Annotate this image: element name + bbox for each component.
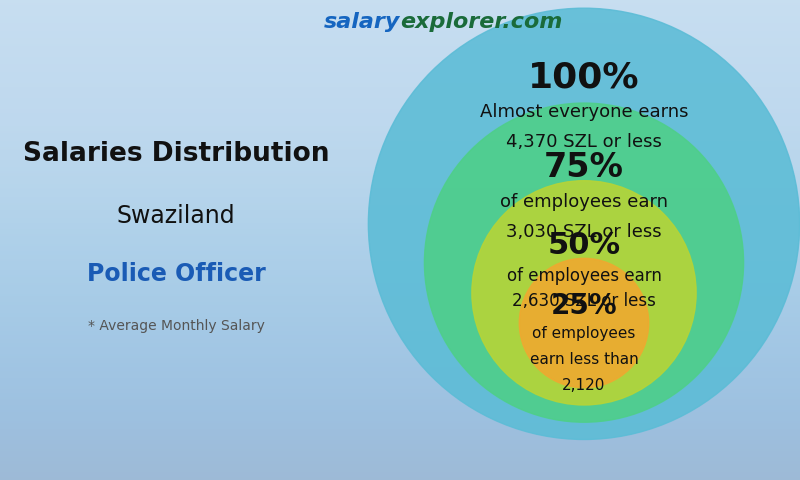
Circle shape	[368, 8, 800, 440]
Text: of employees earn: of employees earn	[500, 193, 668, 211]
Circle shape	[472, 180, 696, 405]
Text: Police Officer: Police Officer	[86, 262, 266, 286]
Text: explorer.com: explorer.com	[400, 12, 562, 32]
Text: 4,370 SZL or less: 4,370 SZL or less	[506, 133, 662, 151]
Text: of employees: of employees	[532, 326, 636, 341]
Text: Salaries Distribution: Salaries Distribution	[22, 141, 330, 167]
Text: 25%: 25%	[550, 292, 618, 320]
Text: 50%: 50%	[547, 231, 621, 260]
Text: of employees earn: of employees earn	[506, 266, 662, 285]
Text: 75%: 75%	[544, 151, 624, 184]
Text: Swaziland: Swaziland	[117, 204, 235, 228]
Text: salary: salary	[324, 12, 400, 32]
Text: 3,030 SZL or less: 3,030 SZL or less	[506, 224, 662, 241]
Text: * Average Monthly Salary: * Average Monthly Salary	[87, 319, 265, 334]
Circle shape	[425, 103, 743, 422]
Text: 100%: 100%	[528, 60, 640, 94]
Text: 2,630 SZL or less: 2,630 SZL or less	[512, 292, 656, 311]
Text: earn less than: earn less than	[530, 352, 638, 367]
Circle shape	[519, 258, 649, 388]
Text: Almost everyone earns: Almost everyone earns	[480, 103, 688, 120]
Text: 2,120: 2,120	[562, 378, 606, 393]
